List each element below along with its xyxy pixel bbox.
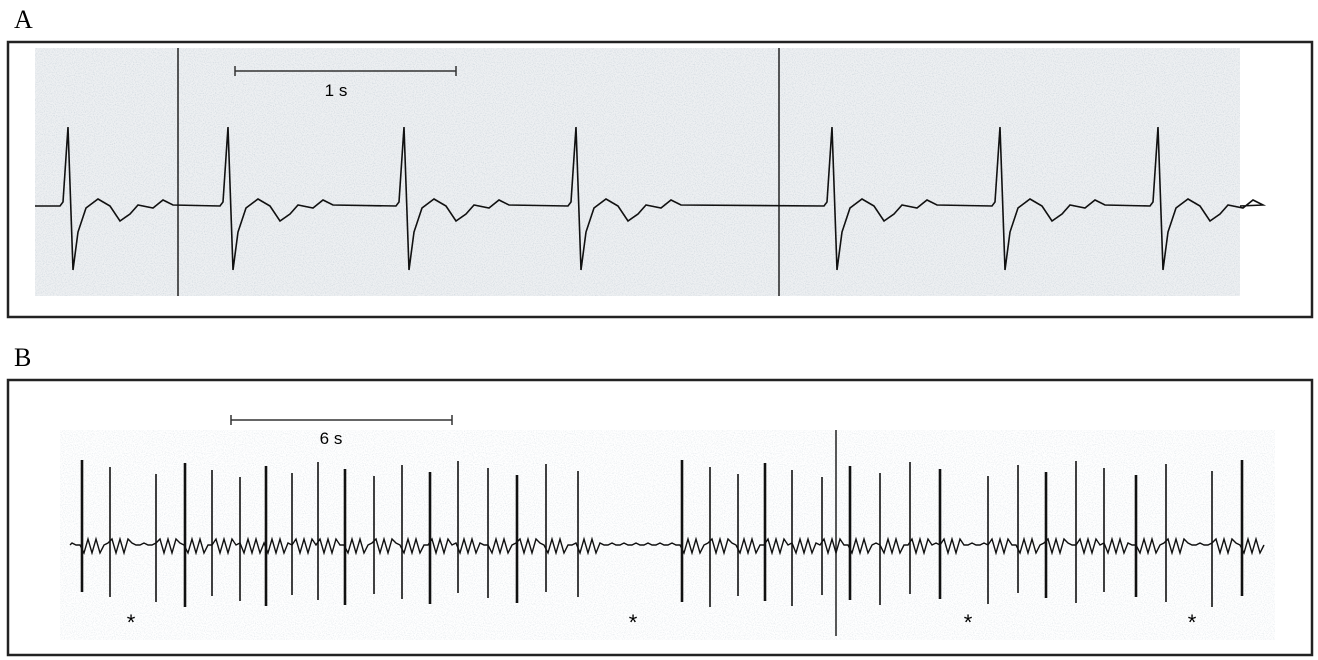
asterisk: * — [964, 610, 973, 635]
asterisk: * — [1188, 610, 1197, 635]
asterisk: * — [629, 610, 638, 635]
strip-texture — [35, 48, 1240, 296]
scale-bar-label: 1 s — [325, 81, 348, 100]
asterisk: * — [127, 610, 136, 635]
scale-bar-label: 6 s — [320, 429, 343, 448]
strip-texture — [60, 430, 1275, 640]
panel-label: A — [14, 5, 33, 34]
figure: A 1 s B 6 s * * * * — [0, 0, 1318, 660]
panel-label: B — [14, 343, 31, 372]
